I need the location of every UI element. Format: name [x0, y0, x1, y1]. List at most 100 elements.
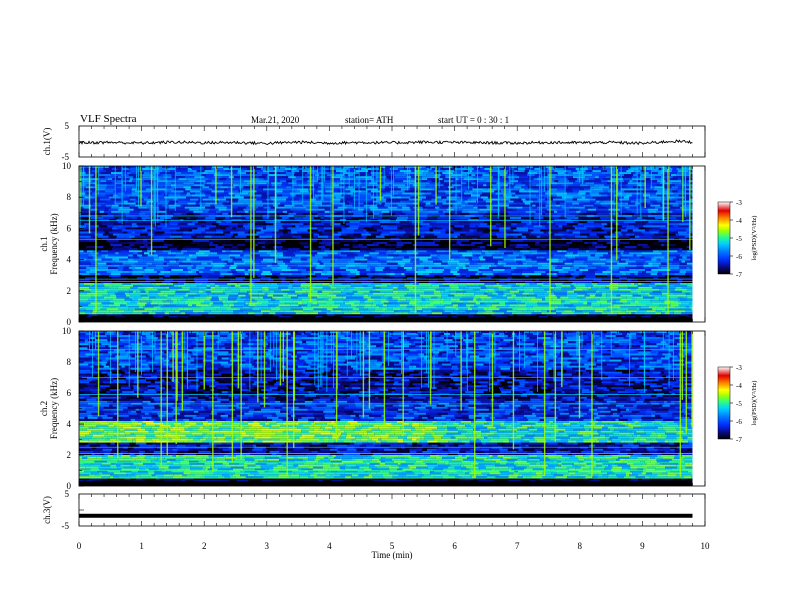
s1-cell: [433, 292, 442, 295]
s1-cell: [557, 168, 564, 171]
s1-cell: [531, 184, 536, 187]
s1-cell: [312, 283, 322, 285]
s1-cell: [537, 250, 547, 253]
s1-cell: [449, 254, 463, 257]
s1-cell: [258, 233, 266, 236]
s1-cell: [236, 227, 245, 230]
s1-cell: [358, 172, 371, 175]
s1-cell: [553, 269, 564, 272]
s1-cell: [427, 258, 433, 261]
s1-cell: [506, 310, 516, 313]
s1-cell: [358, 277, 362, 280]
s1-cell: [554, 306, 558, 309]
s1-cell: [479, 273, 483, 276]
s1-cell: [307, 172, 319, 175]
s1-cell: [616, 314, 627, 317]
s1-cell: [584, 266, 597, 269]
s1-cell: [356, 273, 360, 276]
s1-cell: [674, 246, 687, 249]
s1-cell: [235, 217, 246, 220]
s1-cell: [408, 217, 416, 220]
s1-cell: [464, 281, 476, 284]
s1-cell: [521, 235, 526, 238]
s1-cell: [535, 244, 545, 247]
s1-cell: [486, 254, 493, 257]
s1-cell: [215, 219, 224, 222]
s1-cell: [447, 260, 459, 263]
s1-cell: [511, 294, 516, 297]
s1-cell: [476, 229, 484, 232]
s1-cell: [143, 258, 154, 261]
s1-cell: [392, 298, 398, 301]
s1-cell: [668, 250, 678, 253]
s1-cell: [452, 212, 461, 215]
s1-cell: [317, 302, 326, 305]
s1-cell: [224, 233, 229, 236]
s1-cell: [497, 292, 505, 295]
s1-cell: [596, 260, 607, 263]
s1-cell: [348, 262, 358, 265]
s1-cell: [108, 286, 118, 289]
s1-cell: [198, 290, 203, 293]
s1-cell: [448, 290, 457, 293]
s1-cell: [682, 248, 691, 251]
s1-cell: [504, 312, 512, 315]
s1-cell: [431, 310, 445, 313]
s1-cell: [258, 184, 272, 187]
s1-cell: [478, 260, 488, 263]
s1-cell: [677, 178, 682, 181]
s1-cell: [558, 258, 567, 261]
s1-cell: [413, 246, 420, 249]
s1-cell: [285, 172, 295, 175]
s1-cell: [532, 233, 538, 236]
s1-cell: [613, 235, 619, 238]
s1-cell: [395, 235, 399, 238]
s1-cell: [529, 233, 533, 236]
s1-cell: [164, 312, 170, 315]
s1-cell: [249, 279, 261, 282]
s1-cell: [572, 231, 581, 234]
s1-cell: [486, 180, 491, 183]
s1-cell: [332, 262, 341, 265]
s1-cell: [573, 182, 586, 185]
s1-cell: [605, 174, 611, 177]
s1-cell: [105, 256, 116, 259]
s1-cell: [373, 212, 379, 215]
s1-cell: [109, 294, 117, 297]
s1-cell: [262, 316, 270, 319]
s1-cell: [639, 248, 651, 251]
s1-cell: [631, 279, 638, 282]
s1-cell: [544, 174, 548, 177]
s1-cell: [530, 246, 542, 249]
s1-cell: [169, 260, 177, 263]
s1-cell: [669, 286, 676, 289]
s1-cell: [347, 254, 358, 257]
s1-cell: [250, 178, 259, 181]
s1-cell: [310, 284, 316, 287]
s1-cell: [315, 266, 324, 269]
s1-cell: [523, 310, 528, 313]
s1-cell: [494, 170, 506, 173]
s1-cell: [515, 184, 519, 187]
s1-cell: [296, 180, 308, 183]
s1-cell: [526, 237, 537, 240]
s1-cell: [472, 237, 478, 240]
s1-cell: [238, 286, 249, 289]
s1-cell: [268, 180, 280, 183]
s1-cell: [419, 248, 433, 251]
s1-cell: [317, 212, 327, 215]
s1-cell: [144, 286, 148, 289]
s1-cell: [398, 275, 406, 278]
s1-cell: [422, 239, 433, 242]
s1-cell: [507, 277, 513, 280]
s1-cell: [346, 283, 351, 285]
s1-cell: [511, 284, 515, 287]
s1-cell: [624, 304, 637, 307]
s1-cell: [359, 271, 372, 274]
s1-cell: [278, 258, 288, 261]
s1-cell: [353, 252, 357, 255]
s1-cell: [245, 239, 251, 242]
s1-cell: [466, 290, 476, 293]
s1-cell: [496, 225, 506, 228]
s1-cell: [111, 248, 123, 251]
